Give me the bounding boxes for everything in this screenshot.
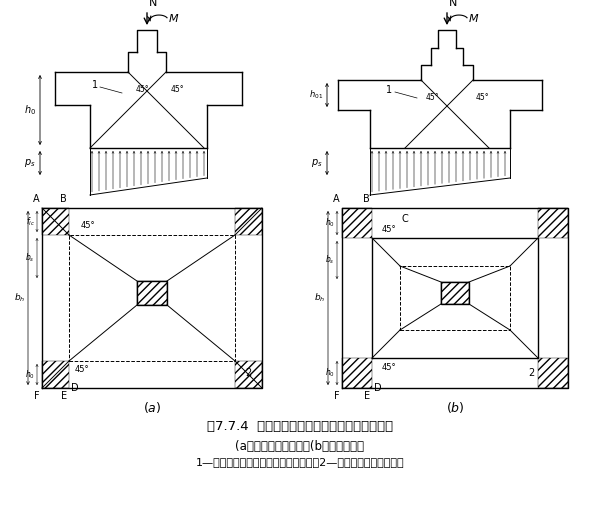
Text: 45°: 45° <box>382 225 397 235</box>
Text: B: B <box>60 194 67 204</box>
Text: B: B <box>363 194 370 204</box>
Text: 图7.7.4  计算阶形基础的受冲切承载力截面位置: 图7.7.4 计算阶形基础的受冲切承载力截面位置 <box>207 420 393 433</box>
Text: F: F <box>334 391 340 401</box>
Text: M: M <box>469 14 479 24</box>
Text: C: C <box>402 214 409 224</box>
Polygon shape <box>441 282 469 304</box>
Text: M: M <box>169 14 179 24</box>
Polygon shape <box>342 208 372 238</box>
Text: $h_{0}$: $h_{0}$ <box>24 103 36 117</box>
Text: 45°: 45° <box>75 365 89 375</box>
Text: $p_s$: $p_s$ <box>25 157 36 169</box>
Text: $h_{01}$: $h_{01}$ <box>309 89 323 101</box>
Text: $(a)$: $(a)$ <box>143 400 161 415</box>
Polygon shape <box>42 361 69 388</box>
Text: E: E <box>364 391 370 401</box>
Text: N: N <box>449 0 457 8</box>
Polygon shape <box>538 358 568 388</box>
Text: 45°: 45° <box>476 93 490 102</box>
Text: 1—冲切破坏锥体最不利一侧的斜截面；2—冲切破坏锥体的底面线: 1—冲切破坏锥体最不利一侧的斜截面；2—冲切破坏锥体的底面线 <box>196 457 404 467</box>
Text: D: D <box>374 383 382 393</box>
Polygon shape <box>137 281 167 305</box>
Text: 45°: 45° <box>136 86 149 94</box>
Text: 45°: 45° <box>171 86 185 94</box>
Text: D: D <box>71 383 79 393</box>
Polygon shape <box>235 208 262 235</box>
Text: 2: 2 <box>245 368 251 378</box>
Text: A: A <box>34 194 40 204</box>
Text: 2: 2 <box>528 368 534 378</box>
Text: 45°: 45° <box>81 222 95 230</box>
Text: $p_s$: $p_s$ <box>311 157 323 169</box>
Text: 45°: 45° <box>426 93 440 102</box>
Polygon shape <box>342 358 372 388</box>
Polygon shape <box>235 361 262 388</box>
Text: 45°: 45° <box>382 363 397 373</box>
Text: $f_{lc}$: $f_{lc}$ <box>26 215 35 228</box>
Text: $h_0$: $h_0$ <box>325 217 335 229</box>
Text: F: F <box>34 391 40 401</box>
Text: $b_s$: $b_s$ <box>25 252 35 264</box>
Text: 1: 1 <box>386 85 392 95</box>
Text: $(b)$: $(b)$ <box>446 400 464 415</box>
Text: $h_0$: $h_0$ <box>325 367 335 379</box>
Text: 1: 1 <box>92 80 98 90</box>
Text: $b_s$: $b_s$ <box>325 254 335 266</box>
Text: (a）柱与基础交接处；(b）基础变阶处: (a）柱与基础交接处；(b）基础变阶处 <box>235 440 365 453</box>
Text: $h_0$: $h_0$ <box>25 368 35 381</box>
Polygon shape <box>42 208 69 235</box>
Polygon shape <box>538 208 568 238</box>
Text: E: E <box>61 391 67 401</box>
Text: $b_h$: $b_h$ <box>314 292 325 304</box>
Text: N: N <box>149 0 157 8</box>
Text: A: A <box>334 194 340 204</box>
Text: $b_h$: $b_h$ <box>14 292 25 304</box>
